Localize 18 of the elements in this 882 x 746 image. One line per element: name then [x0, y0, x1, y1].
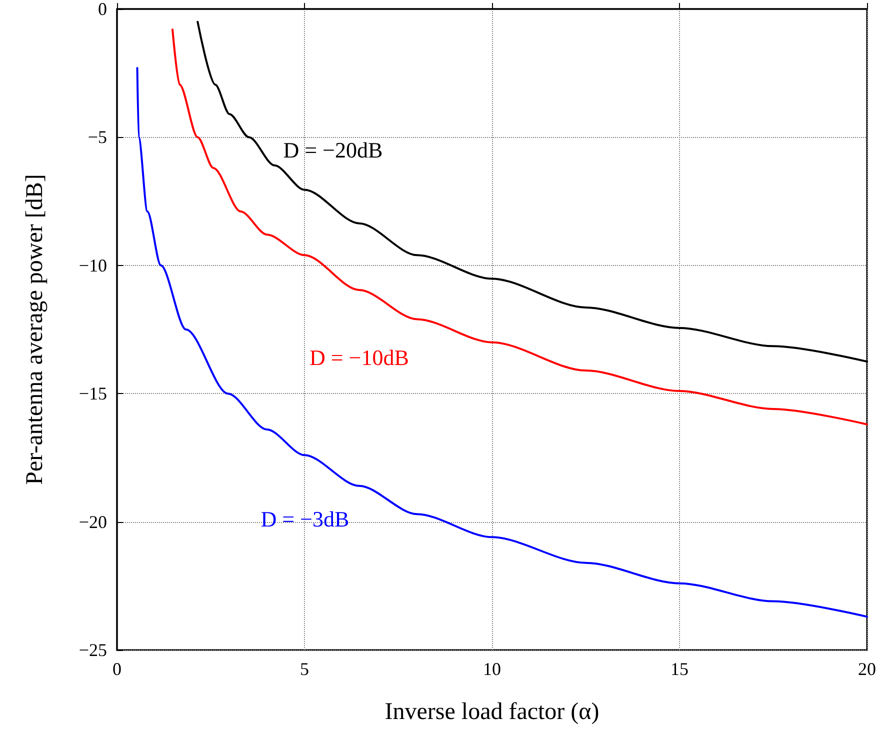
line-series — [172, 28, 868, 426]
x-tick-label: 0 — [112, 659, 122, 679]
series-label: D = −3dB — [260, 506, 350, 532]
x-axis-title: Inverse load factor (α) — [384, 699, 600, 725]
y-tick-label: −15 — [78, 384, 107, 404]
series-label: D = −10dB — [310, 345, 409, 370]
series-label: D = −20dB — [283, 138, 383, 163]
x-tick-label: 15 — [670, 659, 688, 679]
y-tick-label: −5 — [88, 127, 107, 148]
x-tick-label: 5 — [300, 659, 309, 679]
y-axis-title: Per-antenna average power [dB] — [22, 174, 48, 485]
y-tick-label: 0 — [98, 0, 107, 19]
x-tick-label: 20 — [858, 659, 876, 679]
y-tick-label: −10 — [78, 255, 107, 276]
y-tick-label: −25 — [78, 640, 107, 660]
x-tick-label: 10 — [483, 659, 501, 679]
y-tick-label: −20 — [78, 512, 107, 532]
line-series — [136, 66, 868, 618]
